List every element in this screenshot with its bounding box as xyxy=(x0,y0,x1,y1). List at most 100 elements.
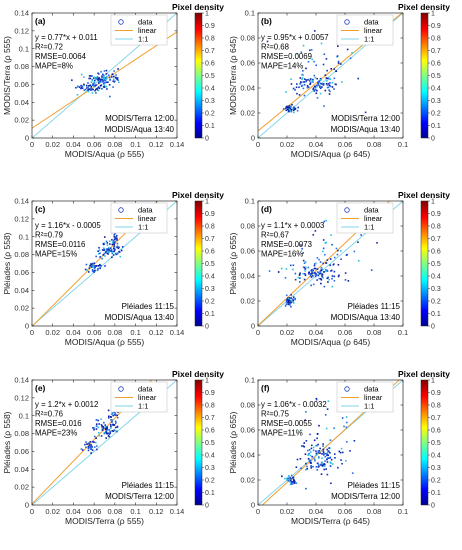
data-point xyxy=(88,88,90,91)
data-point xyxy=(288,104,291,107)
data-point xyxy=(112,240,115,242)
data-point xyxy=(82,76,85,79)
data-point xyxy=(90,446,93,449)
data-point xyxy=(292,481,294,483)
data-point xyxy=(85,263,88,266)
data-point xyxy=(302,44,305,47)
data-point xyxy=(340,63,342,65)
data-point xyxy=(300,81,302,83)
y-tick-label: 0 xyxy=(25,501,29,510)
data-point xyxy=(324,414,327,416)
data-point xyxy=(294,88,296,91)
data-point xyxy=(95,437,97,439)
data-point xyxy=(316,437,318,440)
data-point xyxy=(311,269,313,271)
data-point xyxy=(305,439,308,442)
data-point xyxy=(299,277,301,279)
data-point xyxy=(308,272,310,275)
data-point xyxy=(297,106,300,109)
data-point xyxy=(89,441,92,443)
legend-marker-data xyxy=(344,19,350,25)
data-point xyxy=(302,87,305,90)
data-point xyxy=(116,416,119,419)
data-point xyxy=(109,79,111,81)
data-point xyxy=(292,296,295,298)
data-point xyxy=(103,248,106,251)
data-point xyxy=(321,276,324,278)
colorbar-tick-label: 0.5 xyxy=(205,440,215,447)
data-point xyxy=(318,277,321,280)
data-point xyxy=(316,268,319,270)
data-point xyxy=(292,300,295,302)
data-point xyxy=(319,261,322,263)
data-point xyxy=(321,83,323,85)
colorbar-tick-label: 0.9 xyxy=(431,390,441,397)
y-axis-label: Pléiades (ρ 558) xyxy=(2,411,12,473)
data-point xyxy=(90,452,92,454)
data-point xyxy=(320,269,323,272)
data-point xyxy=(332,263,335,266)
data-point xyxy=(103,243,105,246)
data-point xyxy=(108,249,111,252)
data-point xyxy=(101,426,103,428)
data-point xyxy=(325,269,327,271)
data-point xyxy=(323,271,325,273)
data-point xyxy=(292,106,295,109)
data-point xyxy=(305,80,307,83)
x-tick-label: 0.04 xyxy=(66,140,81,149)
legend-marker-data xyxy=(344,386,350,392)
data-point xyxy=(315,273,317,275)
data-point xyxy=(90,75,92,77)
y-axis-label: MODIS/Terra (ρ 555) xyxy=(2,36,12,115)
data-point xyxy=(317,84,319,86)
data-point xyxy=(101,87,103,90)
y-tick-label: 0.06 xyxy=(240,247,255,256)
data-point xyxy=(313,439,316,442)
data-point xyxy=(115,236,117,239)
data-point xyxy=(93,76,96,79)
data-point xyxy=(312,269,314,272)
panel-b: 0 0.02 0.04 0.06 0.08 0.1 0 0.02 0.04 0.06 0.08 0.1… xyxy=(228,2,450,159)
colorbar-tick-label: 0.3 xyxy=(205,465,215,472)
data-point xyxy=(96,448,98,451)
data-point xyxy=(93,428,95,431)
data-point xyxy=(306,449,309,452)
data-point xyxy=(326,473,329,476)
data-point xyxy=(302,70,304,72)
data-point xyxy=(94,89,96,92)
x-axis-label: MODIS/Terra (ρ 555) xyxy=(65,516,144,526)
data-point xyxy=(345,441,348,443)
y-tick-label: 0.12 xyxy=(14,393,29,402)
data-point xyxy=(329,81,331,84)
data-point xyxy=(87,86,89,89)
x-axis-label: MODIS/Aqua (ρ 645) xyxy=(291,149,371,159)
y-tick-label: 0.04 xyxy=(240,84,255,93)
data-point xyxy=(351,52,353,54)
data-point xyxy=(103,85,105,88)
data-point xyxy=(312,88,315,90)
data-point xyxy=(105,432,108,435)
data-point xyxy=(345,416,348,418)
data-point xyxy=(324,242,327,244)
data-point xyxy=(324,89,327,92)
data-point xyxy=(302,81,305,83)
colorbar-tick-label: 0.5 xyxy=(205,261,215,268)
data-point xyxy=(311,80,313,82)
data-point xyxy=(110,425,112,428)
data-point xyxy=(322,276,325,279)
data-point xyxy=(112,430,115,433)
colorbar-tick-label: 0.9 xyxy=(431,211,441,218)
data-point xyxy=(319,77,322,80)
data-point xyxy=(330,234,332,236)
data-point xyxy=(310,49,313,51)
y-tick-label: 0.14 xyxy=(14,376,29,385)
data-point xyxy=(323,463,325,465)
data-point xyxy=(106,242,109,244)
colorbar-tick-label: 0.2 xyxy=(205,478,215,485)
data-point xyxy=(327,83,330,85)
data-point xyxy=(330,482,332,485)
data-point xyxy=(102,74,105,77)
data-point xyxy=(83,84,85,87)
